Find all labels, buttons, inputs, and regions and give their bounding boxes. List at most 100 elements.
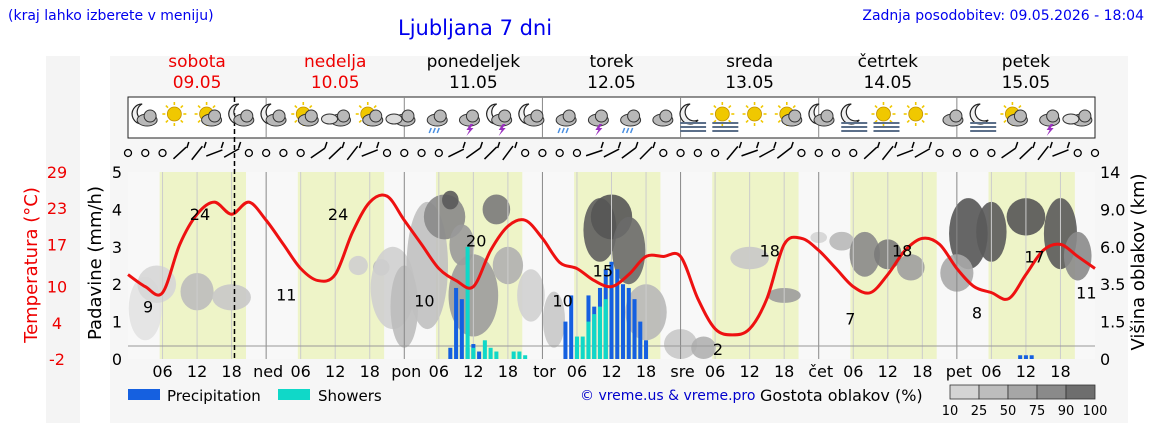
shower-bar xyxy=(597,306,603,359)
credit-link[interactable]: © vreme.us & vreme.pro xyxy=(580,388,756,404)
legend-precip-swatch xyxy=(128,389,160,400)
cloud-patch xyxy=(542,291,565,348)
moon-cloud-icon xyxy=(260,103,287,127)
temperature-extreme-label: 20 xyxy=(466,231,486,250)
wind-barb-flag xyxy=(911,141,915,149)
day-name: petek xyxy=(1001,52,1051,72)
wind-calm-symbol xyxy=(244,148,254,158)
wind-barb-flag xyxy=(1014,141,1019,149)
precip-bar xyxy=(454,287,459,359)
precip-bar xyxy=(638,321,643,359)
temperature-axis-tick: -2 xyxy=(49,350,65,369)
x-tick-label: pet xyxy=(946,362,972,381)
sun-fog-icon xyxy=(710,102,739,132)
wind-calm-symbol xyxy=(831,148,841,158)
wind-barb xyxy=(741,149,759,157)
day-date: 09.05 xyxy=(172,73,222,93)
day-label: sobota 09.05 xyxy=(137,52,257,94)
cloud-patch xyxy=(442,190,459,210)
wind-calm-symbol xyxy=(1090,148,1100,158)
wind-calm-symbol xyxy=(676,148,685,158)
day-date: 13.05 xyxy=(725,73,774,93)
x-tick-label: 18 xyxy=(221,362,241,381)
wind-calm-symbol xyxy=(797,148,806,158)
clouds-icon xyxy=(321,109,352,127)
legend-density-swatch xyxy=(1007,384,1038,400)
wind-barb xyxy=(328,146,342,160)
day-date: 12.05 xyxy=(587,73,636,93)
wind-calm-symbol xyxy=(261,148,271,158)
cloud-height-tick: 14 xyxy=(1100,163,1120,182)
wind-barb-flag xyxy=(496,141,501,149)
day-label: torek 12.05 xyxy=(552,52,672,94)
shower-bar xyxy=(586,321,591,359)
precip-bar xyxy=(615,269,620,359)
wind-calm-symbol xyxy=(849,148,858,158)
showers-icon xyxy=(555,109,577,134)
wind-calm-symbol xyxy=(659,148,668,158)
last-update: Zadnja posodobitev: 09.05.2026 - 18:04 xyxy=(862,8,1144,24)
wind-barb-flag xyxy=(1032,141,1036,149)
wind-barb xyxy=(361,149,379,157)
shower-bar xyxy=(517,351,522,359)
wind-barb-flag xyxy=(1049,141,1053,149)
precip-bar xyxy=(459,299,464,359)
x-tick-label: 18 xyxy=(774,362,794,381)
moon-fog-icon xyxy=(969,103,997,132)
legend-density-label: 100 xyxy=(1083,404,1108,419)
wind-barb-flag xyxy=(652,141,656,149)
x-tick-label: tor xyxy=(533,362,556,381)
x-tick-label: 18 xyxy=(498,362,518,381)
x-tick-label: 12 xyxy=(601,362,621,381)
day-label: ponedeljek 11.05 xyxy=(413,52,533,94)
wind-barb-flag xyxy=(237,141,242,149)
precip-bar xyxy=(632,299,637,359)
x-tick-label: 06 xyxy=(981,362,1001,381)
wind-barb xyxy=(621,147,637,159)
wind-barb xyxy=(758,148,775,158)
wind-barb xyxy=(639,146,653,160)
x-tick-label: 12 xyxy=(1016,362,1036,381)
wind-barb-flag xyxy=(790,141,794,149)
temperature-axis-tick: 23 xyxy=(47,199,67,218)
legend-density-swatch xyxy=(1065,384,1096,400)
wind-barb xyxy=(1037,145,1050,161)
temperature-axis-tick: 10 xyxy=(47,278,67,297)
x-tick-label: 06 xyxy=(567,362,587,381)
wind-barb xyxy=(483,146,498,160)
moon-thunder-icon xyxy=(486,103,513,136)
wind-barb xyxy=(603,148,620,158)
sun-cloud-icon xyxy=(1000,102,1028,127)
wind-barb xyxy=(585,149,603,157)
precip-bar xyxy=(563,321,568,359)
precip-bar xyxy=(569,295,574,359)
legend-shower-swatch xyxy=(278,389,310,400)
temperature-extreme-label: 8 xyxy=(972,304,982,323)
precip-bar xyxy=(1023,355,1028,359)
day-name: nedelja xyxy=(304,52,367,72)
wind-barb xyxy=(172,146,187,160)
legend-density-label: 75 xyxy=(1029,404,1046,419)
shower-bar xyxy=(523,355,528,359)
cloud-patch xyxy=(897,254,925,281)
precip-axis-tick: 5 xyxy=(112,163,122,182)
x-tick-label: 06 xyxy=(429,362,449,381)
wind-barb-flag xyxy=(186,141,190,149)
location-hint[interactable]: (kraj lahko izberete v meniju) xyxy=(8,8,214,24)
day-name: sreda xyxy=(726,52,774,72)
temperature-line xyxy=(127,193,1096,337)
temperature-extreme-label: 9 xyxy=(143,298,153,317)
wind-barb-flag xyxy=(1066,141,1071,149)
wind-barb-flag xyxy=(462,141,466,149)
temperature-extreme-label: 11 xyxy=(1076,284,1096,303)
day-label: sreda 13.05 xyxy=(690,52,810,94)
temperature-axis-tick: 29 xyxy=(47,163,67,182)
x-tick-label: 06 xyxy=(843,362,863,381)
wind-calm-symbol xyxy=(969,148,979,158)
wind-barb-flag xyxy=(514,141,518,149)
temperature-extreme-label: 11 xyxy=(276,286,296,305)
cloud-height-tick: 3.5 xyxy=(1100,275,1125,294)
wind-barb-flag xyxy=(203,141,207,149)
cloud-patch xyxy=(949,198,988,270)
precip-axis-tick: 2 xyxy=(112,275,122,294)
